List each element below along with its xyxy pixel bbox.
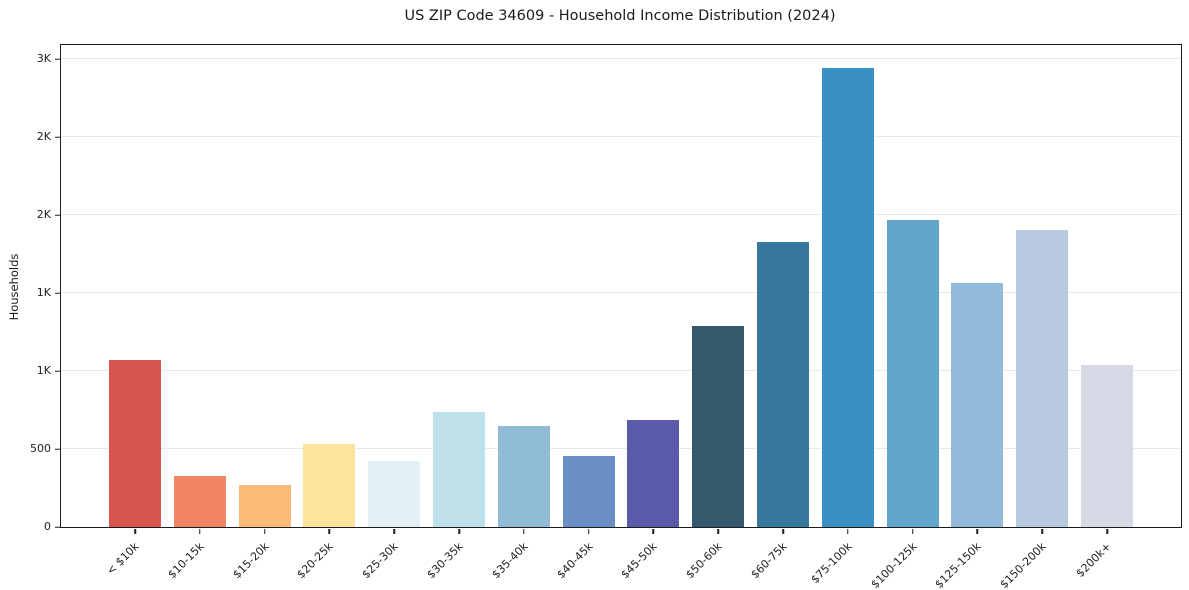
x-tick-label: $35-40k [489, 539, 531, 582]
x-tick-mark [717, 528, 719, 534]
gridline [61, 370, 1181, 371]
x-tick-mark [1041, 528, 1043, 534]
x-tick-label: $100-125k [868, 539, 920, 590]
y-tick-label: 1K [36, 286, 51, 300]
x-tick-label: $10-15k [165, 539, 207, 582]
x-tick-label: $25-30k [359, 539, 401, 582]
bar [757, 242, 809, 527]
plot-area: 0 500 1K 1K 2K 2K 3K < $10k $10-15k $15-20k $20-25… [30, 44, 1182, 590]
gridline [61, 214, 1181, 215]
x-tick-label: $150-200k [997, 539, 1049, 590]
x-tick-label: $20-25k [294, 539, 336, 582]
bar [238, 484, 291, 527]
gridline [61, 58, 1181, 59]
y-tick-label: 0 [44, 520, 51, 534]
x-tick-mark [199, 528, 201, 534]
x-tick-label: $15-20k [229, 539, 272, 582]
x-tick-mark [458, 528, 460, 534]
bar [562, 456, 615, 527]
y-tick-mark [54, 370, 60, 372]
x-tick-mark [1106, 528, 1108, 534]
y-tick-label: 1K [36, 364, 51, 378]
x-tick-label: < $10k [104, 539, 142, 578]
bar [173, 476, 226, 527]
x-tick-mark [911, 528, 914, 534]
bar [433, 411, 485, 527]
x-tick-mark [652, 528, 655, 534]
x-tick-label: $45-50k [618, 539, 660, 582]
bar [497, 426, 550, 527]
y-tick-mark [54, 214, 60, 216]
y-tick-label: 2K [36, 130, 51, 144]
x-tick-mark [134, 528, 136, 534]
gridline [61, 448, 1181, 449]
y-tick-mark [54, 136, 60, 138]
bar [886, 219, 939, 527]
y-tick-label: 500 [30, 442, 51, 456]
y-tick-label: 2K [36, 208, 51, 222]
x-tick-mark [523, 528, 525, 534]
x-tick-mark [587, 528, 590, 534]
x-tick-label: $40-45k [553, 539, 596, 582]
y-tick-mark [54, 526, 60, 528]
x-tick-mark [782, 528, 784, 534]
gridline [61, 136, 1181, 137]
bar [821, 68, 874, 527]
bar [951, 282, 1004, 527]
x-tick-label: $125-150k [932, 539, 984, 590]
bar [368, 460, 421, 527]
x-tick-label: $60-75k [748, 539, 790, 582]
gridline [61, 292, 1181, 293]
x-tick-mark [328, 528, 331, 534]
bar [1081, 364, 1133, 527]
y-tick-mark [54, 448, 60, 450]
x-tick-mark [393, 528, 395, 534]
x-tick-mark [847, 528, 849, 534]
bar [109, 360, 161, 527]
bar [303, 444, 356, 527]
y-tick-mark [54, 58, 60, 60]
x-tick-label: $50-60k [683, 539, 725, 582]
x-tick-label: $30-35k [424, 539, 466, 582]
y-axis-label: Households [7, 253, 21, 321]
x-tick-label: $200k+ [1073, 539, 1114, 580]
y-tick-label: 3K [36, 52, 51, 66]
bar [1016, 229, 1069, 527]
chart-title: US ZIP Code 34609 - Household Income Dis… [404, 8, 836, 24]
x-tick-label: $75-100k [808, 539, 855, 587]
x-tick-mark [976, 528, 979, 534]
y-tick-mark [54, 292, 60, 294]
bar [627, 420, 680, 527]
x-tick-mark [263, 528, 266, 534]
bar [692, 325, 745, 527]
